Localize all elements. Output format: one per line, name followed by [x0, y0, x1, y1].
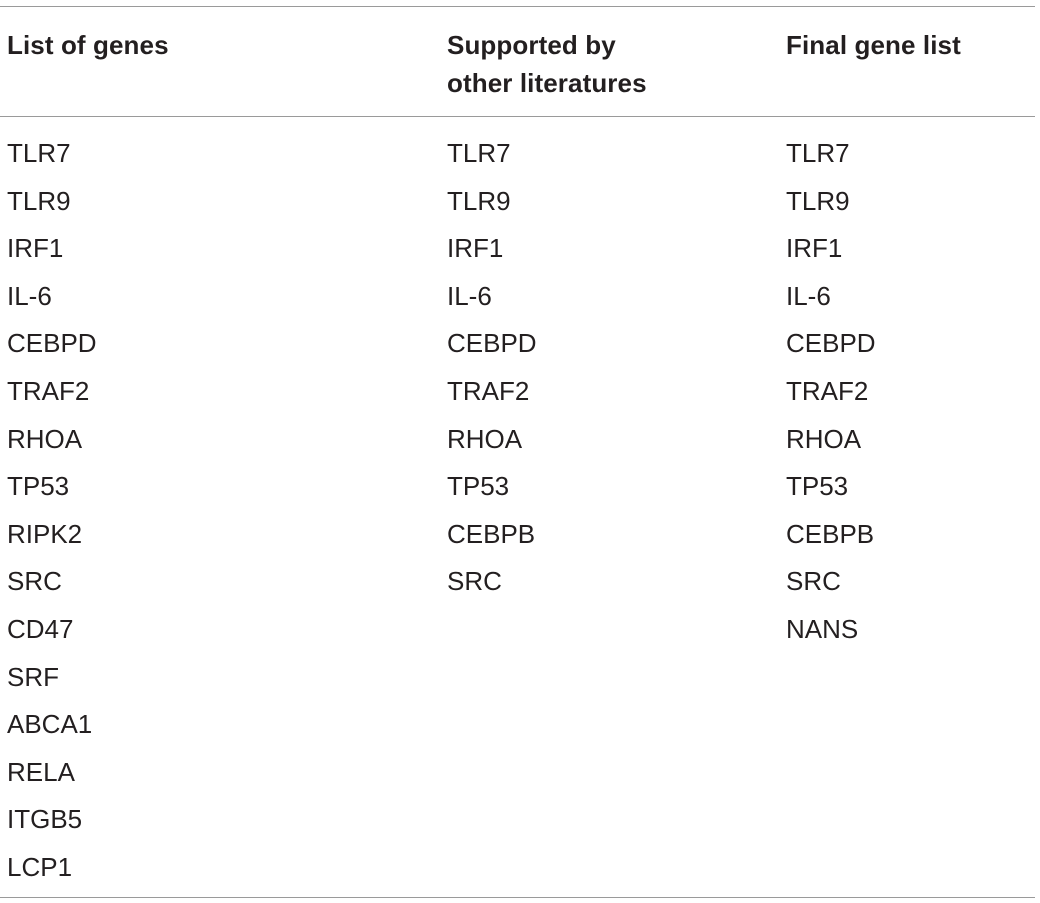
table-cell: RHOA: [786, 423, 862, 454]
table-cell: SRC: [447, 566, 502, 597]
table-cell: CEBPB: [447, 518, 536, 549]
table-cell: SRC: [7, 566, 62, 597]
table-cell: ITGB5: [7, 804, 83, 835]
table-cell: IL-6: [447, 280, 492, 311]
table-bottom-rule: [0, 897, 1035, 898]
table-cell: TLR9: [447, 185, 511, 216]
supported-by-other-literatures-column: TLR7 TLR9 IRF1 IL-6 CEBPD TRAF2 RHOA TP5…: [447, 133, 537, 609]
table-cell: IL-6: [786, 280, 831, 311]
table-cell: TLR7: [786, 138, 850, 168]
header-final-gene-list: Final gene list: [786, 26, 961, 64]
table-cell: SRF: [7, 661, 59, 692]
table-cell: TP53: [447, 471, 510, 502]
table-cell: IRF1: [7, 233, 64, 264]
table-header-rule: [0, 116, 1035, 117]
table-cell: TRAF2: [786, 375, 869, 406]
table-cell: ABCA1: [7, 709, 93, 740]
table-cell: TP53: [786, 471, 849, 502]
table-cell: IRF1: [447, 233, 504, 264]
table-cell: CD47: [7, 613, 74, 644]
header-final-gene-list-text: Final gene list: [786, 30, 961, 60]
table-cell: CEBPD: [7, 328, 97, 359]
final-gene-list-column: TLR7 TLR9 IRF1 IL-6 CEBPD TRAF2 RHOA TP5…: [786, 133, 876, 657]
table-cell: TLR9: [786, 185, 850, 216]
list-of-genes-column: TLR7 TLR9 IRF1 IL-6 CEBPD TRAF2 RHOA TP5…: [7, 133, 97, 895]
table-cell: TLR9: [7, 185, 71, 216]
table-cell: RHOA: [7, 423, 83, 454]
table-cell: TP53: [7, 471, 70, 502]
table-cell: RHOA: [447, 423, 523, 454]
header-list-of-genes: List of genes: [7, 26, 169, 64]
table-top-rule: [0, 6, 1035, 7]
table-cell: IL-6: [7, 280, 52, 311]
header-supported-line-1: Supported by: [447, 30, 616, 60]
table-cell: TRAF2: [7, 375, 90, 406]
table-cell: RELA: [7, 756, 75, 787]
table-cell: SRC: [786, 566, 841, 597]
table-cell: NANS: [786, 613, 859, 644]
table-cell: TLR7: [7, 138, 71, 168]
header-supported-by-other-literatures: Supported by other literatures: [447, 26, 647, 102]
header-supported-line-2: other literatures: [447, 68, 647, 98]
table-cell: TLR7: [447, 138, 511, 168]
table-cell: CEBPD: [786, 328, 876, 359]
table-cell: TRAF2: [447, 375, 530, 406]
header-list-of-genes-text: List of genes: [7, 30, 169, 60]
table-cell: CEBPB: [786, 518, 875, 549]
table-cell: CEBPD: [447, 328, 537, 359]
table-cell: RIPK2: [7, 518, 83, 549]
table-cell: LCP1: [7, 851, 73, 882]
table-cell: IRF1: [786, 233, 843, 264]
